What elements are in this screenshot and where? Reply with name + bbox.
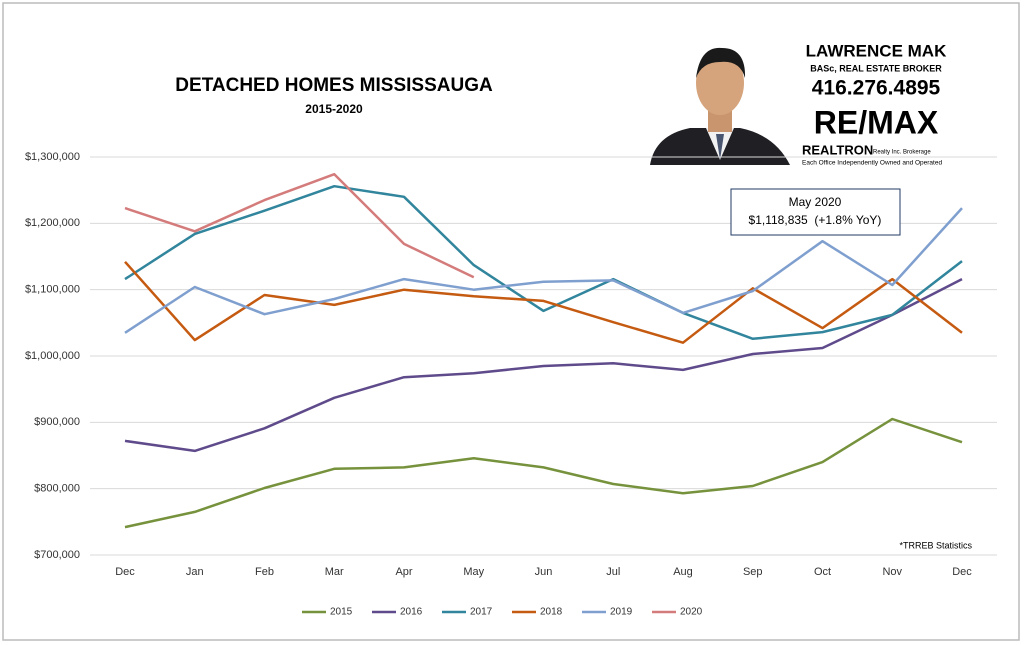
series-line (124, 172, 475, 279)
y-tick-label: $1,300,000 (25, 151, 80, 163)
y-tick-label: $700,000 (34, 549, 80, 561)
x-tick-label: Dec (952, 566, 972, 578)
x-tick-label: Aug (673, 566, 693, 578)
x-tick-label: May (463, 566, 484, 578)
agent-phone: 416.276.4895 (812, 77, 941, 100)
x-tick-label: Apr (395, 566, 412, 578)
brand-logo: RE/MAX (814, 104, 939, 140)
office-disclaimer: Each Office Independently Owned and Oper… (802, 160, 942, 167)
legend-label: 2020 (680, 607, 703, 618)
branding: LAWRENCE MAK BASc, REAL ESTATE BROKER 41… (625, 20, 960, 168)
series-line (124, 260, 963, 344)
legend-label: 2015 (330, 607, 353, 618)
series-line (124, 207, 963, 334)
x-tick-label: Nov (882, 566, 902, 578)
photo (650, 47, 790, 165)
series-line (124, 184, 963, 341)
chart-title: DETACHED HOMES MISSISSAUGA (175, 75, 493, 96)
y-tick-label: $1,000,000 (25, 350, 80, 362)
annotation: May 2020 $1,118,835 (+1.8% YoY) (730, 188, 901, 236)
office-name: REALTRON (802, 142, 873, 157)
series-line (124, 417, 963, 529)
x-tick-label: Feb (255, 566, 274, 578)
y-tick-label: $800,000 (34, 483, 80, 495)
legend-label: 2019 (610, 607, 633, 618)
x-tick-label: Oct (814, 566, 831, 578)
x-tick-label: Sep (743, 566, 763, 578)
annotation-text: $1,118,835 (+1.8% YoY) (749, 213, 882, 227)
y-tick-label: $900,000 (34, 416, 80, 428)
x-tick-label: Mar (325, 566, 344, 578)
series-line (124, 277, 963, 453)
annotation-box (730, 188, 901, 236)
legend-label: 2018 (540, 607, 563, 618)
chart-subtitle: 2015-2020 (305, 102, 363, 116)
legend-label: 2017 (470, 607, 493, 618)
x-tick-label: Jan (186, 566, 204, 578)
agent-credentials: BASc, REAL ESTATE BROKER (810, 63, 942, 73)
x-tick-label: Jul (606, 566, 620, 578)
legend-label: 2016 (400, 607, 423, 618)
x-tick-label: Jun (535, 566, 553, 578)
agent-name: LAWRENCE MAK (806, 41, 947, 60)
footnote: *TRREB Statistics (899, 540, 972, 550)
office-sub: Realty Inc. Brokerage (873, 150, 931, 156)
x-tick-label: Dec (115, 566, 135, 578)
y-tick-label: $1,200,000 (25, 217, 80, 229)
y-tick-label: $1,100,000 (25, 284, 80, 296)
annotation-title: May 2020 (789, 195, 842, 209)
